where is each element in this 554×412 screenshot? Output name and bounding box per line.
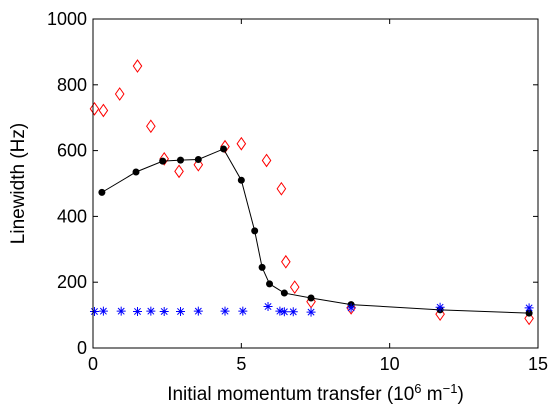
diamond-point <box>524 311 534 326</box>
diamond-point <box>193 157 204 172</box>
series-dot-line <box>98 145 533 317</box>
x-tick-label: 0 <box>88 354 98 374</box>
asterisk-point <box>89 306 99 316</box>
dot-point <box>258 263 266 271</box>
dot-point <box>194 155 202 163</box>
dot-point <box>220 145 228 153</box>
dot-point <box>525 309 533 317</box>
diamond-point <box>261 153 272 168</box>
asterisk-point <box>193 306 203 316</box>
plot-area <box>93 19 538 348</box>
y-tick-label: 1000 <box>47 9 87 29</box>
y-tick-label: 200 <box>57 272 87 292</box>
diamond-point <box>89 101 100 116</box>
diamond-point <box>159 151 170 166</box>
x-tick-label: 5 <box>236 354 246 374</box>
diamond-point <box>174 164 184 179</box>
diamond-point <box>220 139 230 154</box>
asterisk-point <box>146 306 156 316</box>
x-axis-label-end: ) <box>457 384 463 405</box>
dot-point <box>251 227 259 235</box>
asterisk-point <box>435 302 445 312</box>
axes-box <box>92 18 539 349</box>
diamond-point <box>146 119 156 134</box>
dot-point <box>307 294 315 302</box>
series-asterisk <box>89 302 534 317</box>
x-axis-label-mid: m <box>422 384 443 405</box>
diamond-point <box>276 181 287 196</box>
diamond-point <box>435 307 445 321</box>
asterisk-point <box>524 303 534 313</box>
asterisk-point <box>159 306 169 316</box>
diamond-point <box>281 254 291 269</box>
asterisk-point <box>98 306 108 316</box>
asterisk-point <box>116 306 126 316</box>
y-tick-label: 400 <box>57 206 87 226</box>
y-tick-label: 800 <box>57 75 87 95</box>
asterisk-point <box>263 302 273 312</box>
dot-point <box>177 156 185 164</box>
asterisk-point <box>275 306 285 316</box>
asterisk-point <box>220 306 230 316</box>
diamond-point <box>98 103 109 118</box>
y-tick-label: 600 <box>57 141 87 161</box>
asterisk-point <box>306 307 316 317</box>
dot-point <box>98 188 106 196</box>
x-tick-label: 15 <box>528 354 548 374</box>
diamond-point <box>114 87 125 101</box>
asterisk-point <box>133 306 142 316</box>
x-tick-label: 10 <box>380 354 400 374</box>
diamond-point <box>236 136 247 151</box>
asterisk-point <box>288 307 298 317</box>
dot-point <box>237 176 245 184</box>
diamond-point <box>289 280 300 295</box>
y-axis-label: Linewidth (Hz) <box>8 123 29 244</box>
dot-point <box>159 157 167 165</box>
series-layer <box>89 59 534 326</box>
x-axis-label-main: Initial momentum transfer (10 <box>167 384 414 405</box>
asterisk-point <box>279 307 289 317</box>
series-diamond <box>89 59 534 326</box>
dot-point <box>266 280 274 288</box>
x-axis-label-sup2: −1 <box>443 381 458 396</box>
asterisk-point <box>346 303 356 313</box>
x-axis-label-sup1: 6 <box>414 381 421 396</box>
tick-layer: 0 5 10 15 0 200 400 600 800 1000 <box>47 9 548 374</box>
x-axis-label: Initial momentum transfer (106 m−1) <box>167 381 464 406</box>
y-tick-label: 0 <box>77 338 87 358</box>
asterisk-point <box>238 306 248 316</box>
diamond-point <box>132 59 143 73</box>
dot-point <box>280 289 288 297</box>
dot-point <box>132 168 140 176</box>
asterisk-point <box>176 306 186 316</box>
